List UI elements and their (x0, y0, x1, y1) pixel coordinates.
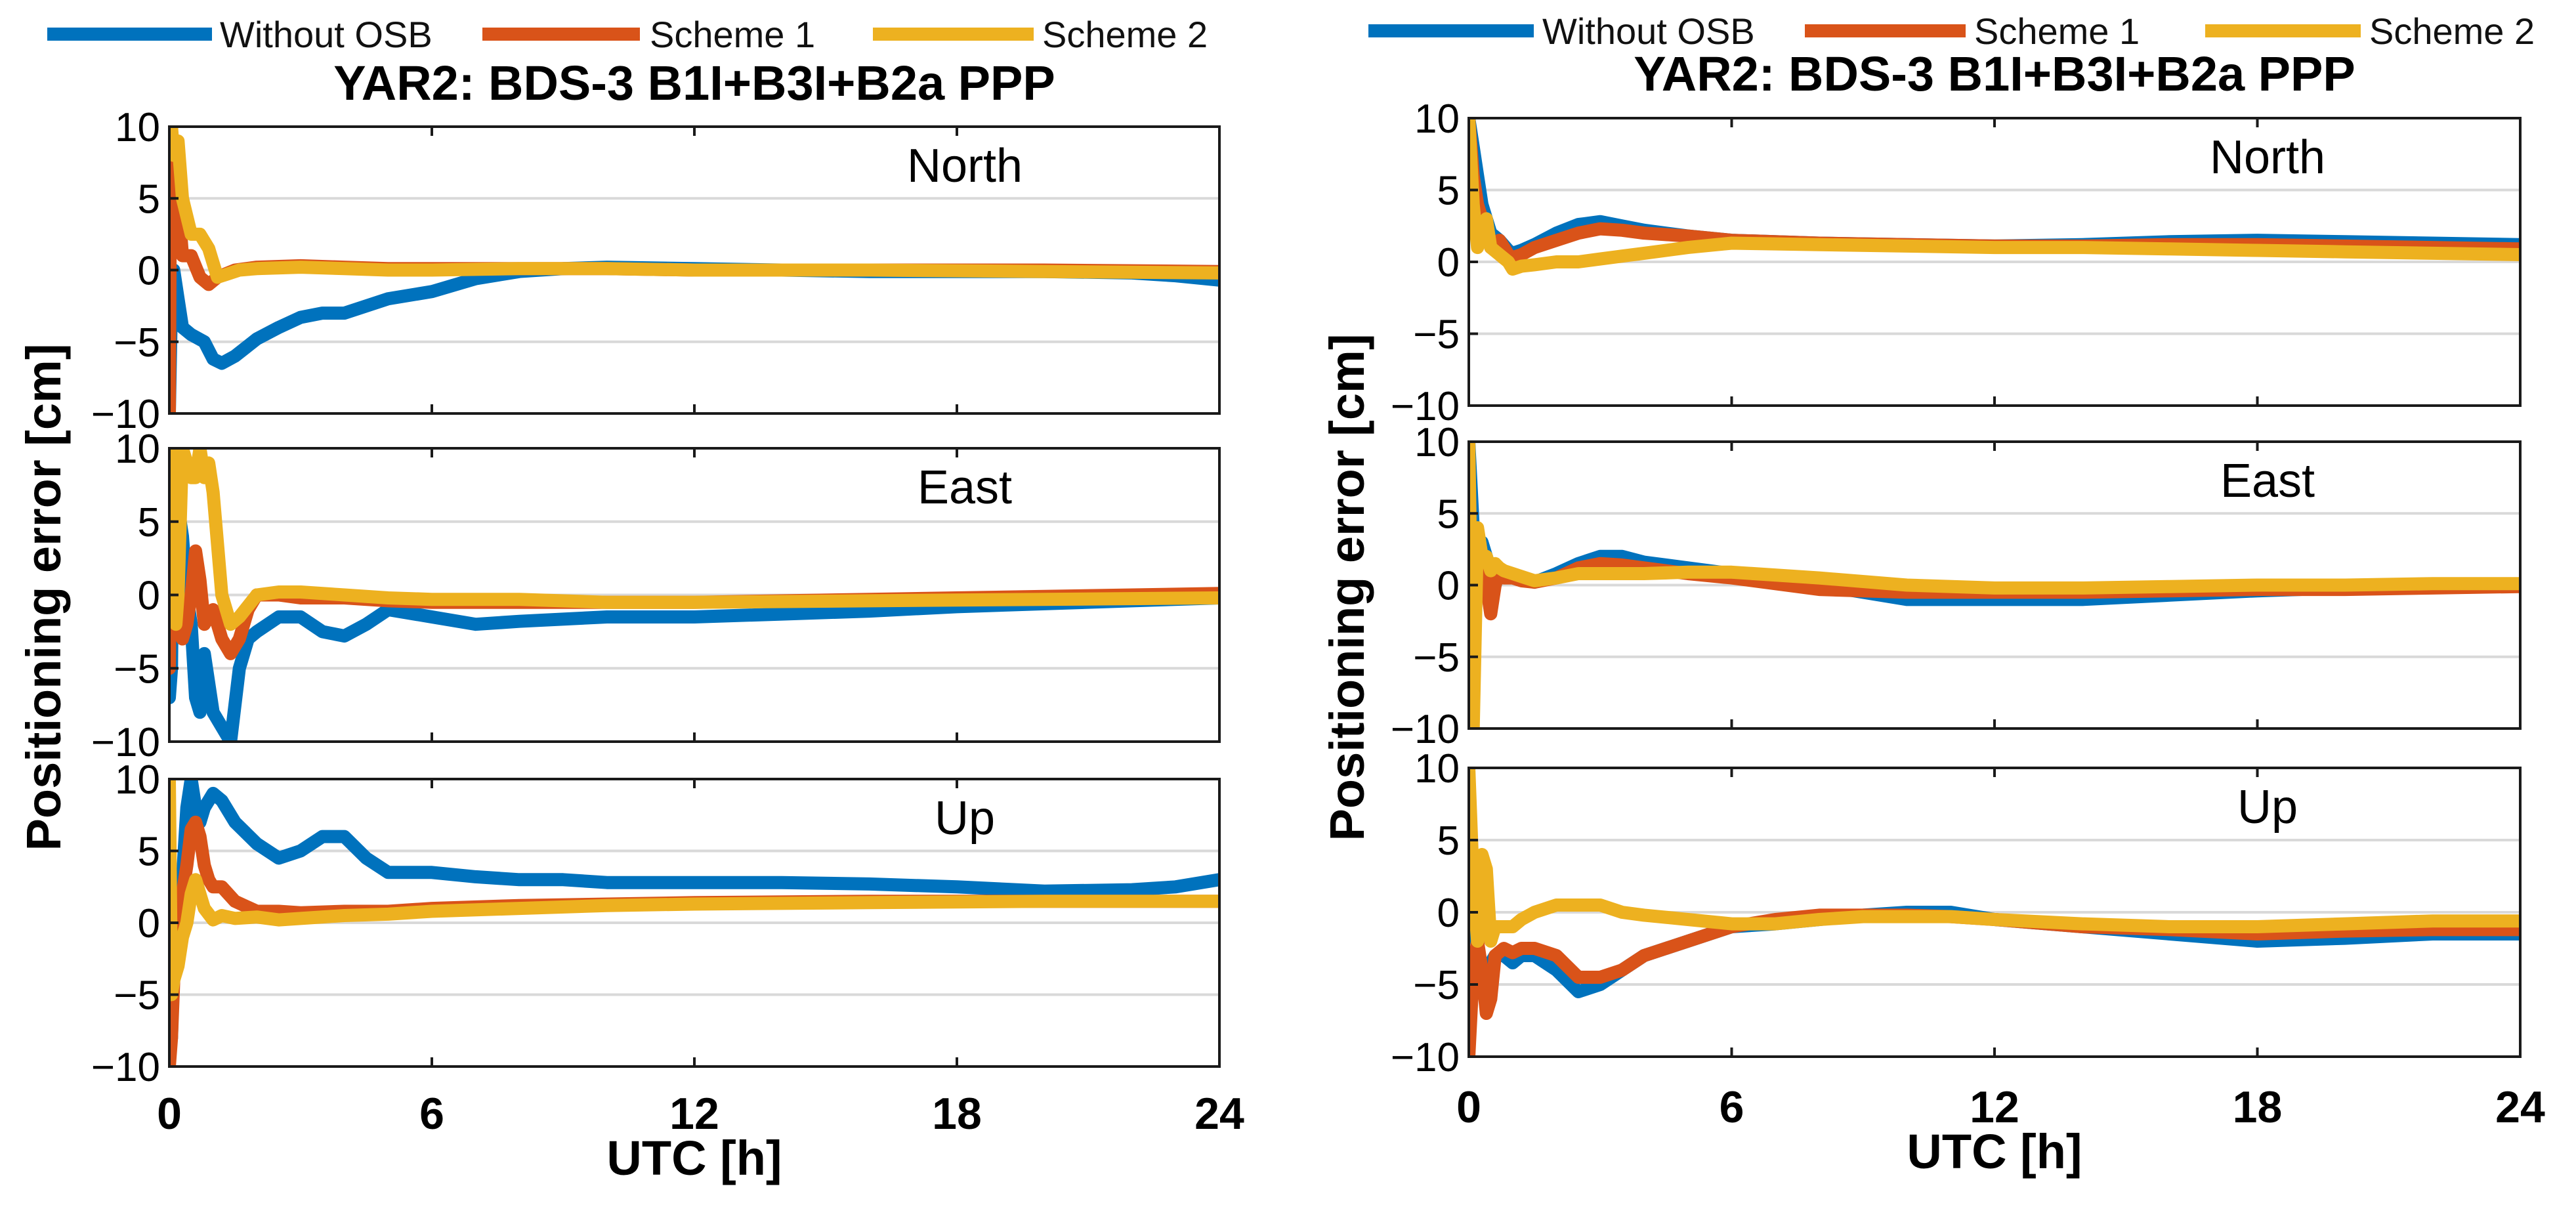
legend-label-1: Without OSB (220, 14, 433, 55)
y-tick-label: 0 (1437, 564, 1460, 609)
panel-label: North (2210, 131, 2325, 184)
series-line-scheme-2 (169, 448, 1219, 631)
x-tick-label: 18 (2233, 1082, 2283, 1132)
series-line-scheme-2 (1469, 118, 2520, 276)
x-tick-label: 24 (1194, 1089, 1244, 1139)
y-tick-label: −5 (114, 973, 160, 1019)
y-tick-label: −10 (91, 1045, 160, 1090)
x-axis-label: UTC [h] (606, 1131, 782, 1185)
y-tick-label: −10 (91, 720, 160, 765)
y-tick-label: 10 (115, 427, 160, 472)
legend-label-2: Scheme 1 (1974, 11, 2140, 52)
x-axis-label: UTC [h] (1907, 1124, 2082, 1179)
y-tick-label: −5 (114, 320, 160, 366)
y-tick-label: 5 (1437, 492, 1460, 537)
panel-east: −10 −5 0 5 10 East (91, 427, 1221, 765)
series-line-without-osb (169, 779, 1219, 1059)
panel-label: East (2220, 455, 2315, 507)
panel-up: −10 −5 0 5 10 Up (1391, 746, 2522, 1080)
legend-label-1: Without OSB (1542, 11, 1755, 52)
y-tick-label: −5 (1413, 312, 1460, 358)
panel-north: −10 −5 0 5 10 North (91, 105, 1221, 437)
y-tick-label: 10 (1414, 96, 1460, 142)
y-tick-label: 0 (1437, 891, 1460, 936)
y-tick-label: 5 (138, 500, 160, 545)
x-tick-label: 12 (1970, 1082, 2019, 1132)
panel-up: −10 −5 0 5 10 Up (91, 757, 1221, 1090)
y-tick-label: 10 (1414, 420, 1460, 465)
y-tick-label: 10 (115, 105, 160, 150)
y-tick-label: 0 (1437, 240, 1460, 285)
x-tick-label: 0 (157, 1089, 182, 1139)
x-tick-label: 12 (669, 1089, 719, 1139)
y-tick-label: 10 (1414, 746, 1460, 792)
panel-north: −10 −5 0 5 10 North (1391, 96, 2522, 429)
panel-label: North (907, 140, 1023, 192)
right-chart: Without OSB Scheme 1 Scheme 2 YAR2: BDS-3 B… (1320, 11, 2545, 1179)
y-tick-label: 0 (138, 901, 160, 946)
panel-label: East (918, 461, 1012, 514)
y-tick-label: −5 (114, 646, 160, 692)
chart-title: YAR2: BDS-3 B1I+B3I+B2a PPP (1634, 47, 2355, 101)
x-tick-label: 0 (1456, 1082, 1481, 1132)
x-tick-label: 24 (2495, 1082, 2545, 1132)
series-line-scheme-2 (169, 127, 1219, 284)
panel-label: Up (2237, 781, 2298, 834)
x-tick-label: 6 (1720, 1082, 1744, 1132)
panel-label: Up (935, 792, 995, 845)
y-tick-label: 5 (138, 177, 160, 222)
panel-east: −10 −5 0 5 10 East (1391, 420, 2522, 752)
y-axis-label: Positioning error [cm] (1320, 334, 1374, 841)
y-tick-label: 5 (138, 830, 160, 875)
series-line-scheme-2 (169, 779, 1219, 1002)
legend-label-3: Scheme 2 (2369, 11, 2535, 52)
y-tick-label: 0 (138, 574, 160, 619)
legend-label-2: Scheme 1 (650, 14, 815, 55)
y-tick-label: 10 (115, 757, 160, 803)
y-tick-label: −10 (91, 392, 160, 437)
y-axis-label: Positioning error [cm] (16, 344, 71, 851)
y-tick-label: 5 (1437, 818, 1460, 864)
y-tick-label: −10 (1391, 1035, 1460, 1080)
y-tick-label: −10 (1391, 707, 1460, 752)
series-line-scheme-2 (1469, 768, 2520, 948)
x-tick-label: 6 (419, 1089, 444, 1139)
y-tick-label: −5 (1413, 635, 1460, 681)
x-tick-label: 18 (932, 1089, 982, 1139)
y-tick-label: −5 (1413, 963, 1460, 1008)
y-tick-label: 5 (1437, 169, 1460, 214)
y-tick-label: −10 (1391, 384, 1460, 429)
y-tick-label: 0 (138, 249, 160, 294)
legend-label-3: Scheme 2 (1042, 14, 1208, 55)
series-line-scheme-2 (1469, 442, 2520, 729)
chart-title: YAR2: BDS-3 B1I+B3I+B2a PPP (333, 56, 1055, 110)
